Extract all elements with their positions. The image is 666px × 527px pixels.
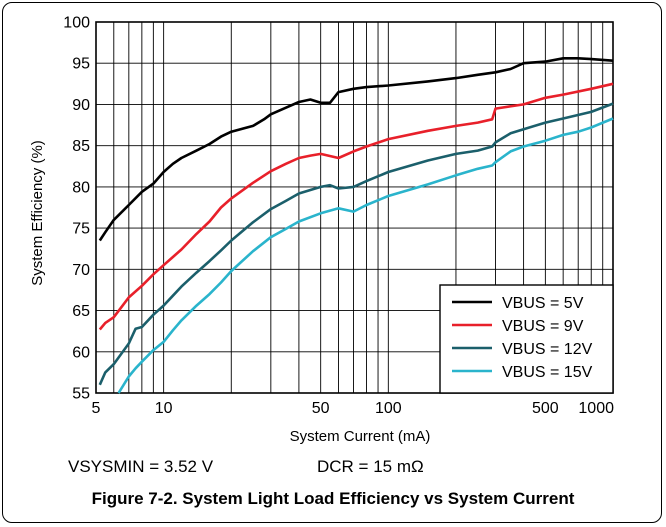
y-tick-label: 55	[72, 386, 90, 403]
vsysmin-note: VSYSMIN = 3.52 V	[68, 457, 214, 476]
legend-label: VBUS = 5V	[502, 295, 584, 312]
series-line-2	[98, 82, 614, 331]
x-tick-label: 100	[375, 400, 402, 417]
x-tick-label: 1000	[578, 400, 614, 417]
legend-label: VBUS = 9V	[502, 318, 584, 335]
efficiency-chart: 55 60 65 70 75 80 85 90 95 100 5 10 50 100 500 1000 Sy…	[29, 15, 615, 446]
series-line-3	[98, 102, 614, 386]
legend-label: VBUS = 15V	[502, 364, 593, 381]
y-tick-label: 95	[72, 56, 90, 73]
plot-area-border	[95, 21, 614, 394]
series-line-4	[117, 117, 614, 394]
y-tick-label: 70	[72, 262, 90, 279]
y-tick-label: 100	[63, 15, 90, 32]
y-tick-label: 80	[72, 179, 90, 196]
y-tick-label: 85	[72, 138, 90, 155]
dcr-note: DCR = 15 mΩ	[317, 457, 424, 476]
x-tick-label: 10	[155, 400, 173, 417]
series-lines	[98, 57, 614, 394]
y-tick-label: 90	[72, 97, 90, 114]
x-axis-label: System Current (mA)	[290, 428, 431, 445]
x-tick-label: 500	[532, 400, 559, 417]
y-axis-label: System Efficiency (%)	[29, 140, 46, 286]
y-tick-label: 75	[72, 221, 90, 238]
legend-label: VBUS = 12V	[502, 341, 593, 358]
chart-legend: VBUS = 5V VBUS = 9V VBUS = 12V VBUS = 15V	[439, 284, 614, 394]
figure-caption: Figure 7-2. System Light Load Efficiency…	[91, 489, 575, 508]
figure-frame	[2, 2, 662, 523]
y-tick-label: 65	[72, 303, 90, 320]
y-tick-labels: 55 60 65 70 75 80 85 90 95 100	[63, 15, 90, 403]
y-tick-label: 60	[72, 344, 90, 361]
series-line-1	[98, 57, 614, 242]
x-tick-label: 50	[312, 400, 330, 417]
x-tick-labels: 5 10 50 100 500 1000	[92, 400, 615, 417]
x-tick-label: 5	[92, 400, 101, 417]
